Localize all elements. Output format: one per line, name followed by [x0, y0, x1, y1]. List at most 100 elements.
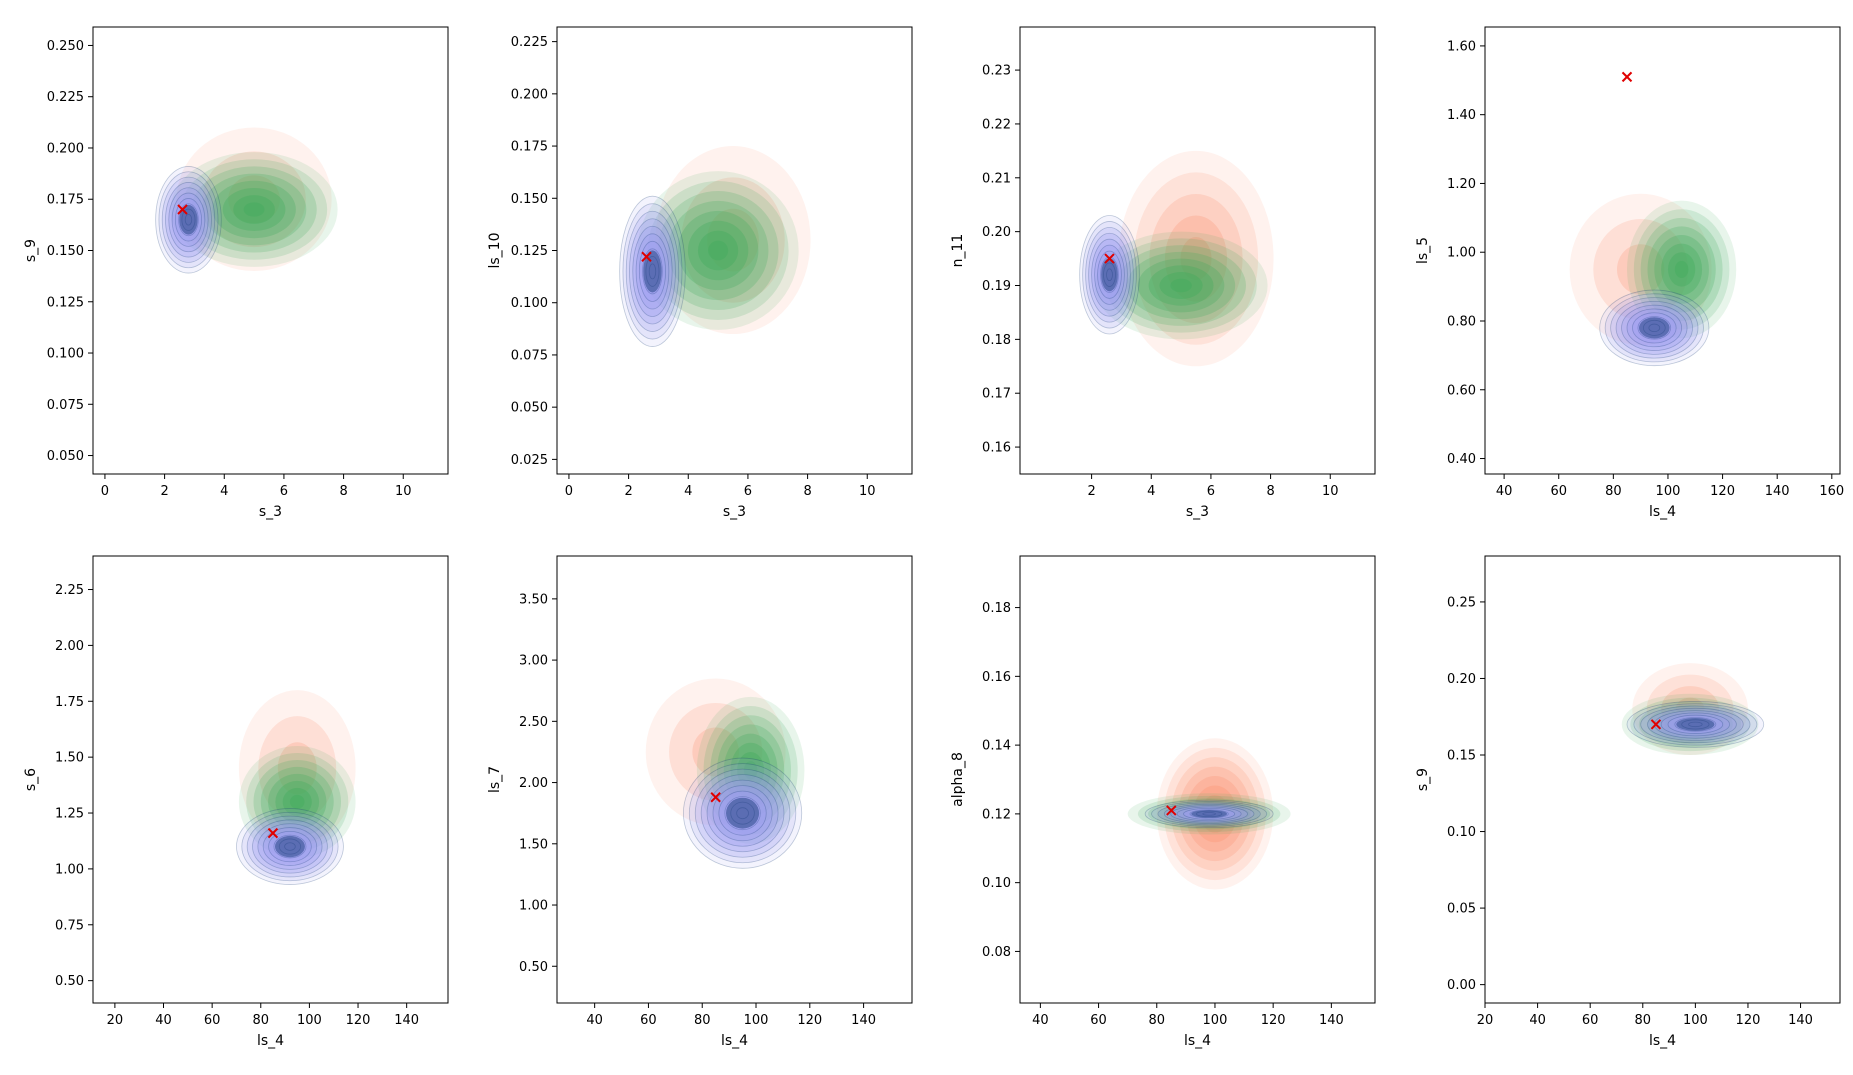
density-contour-level — [703, 706, 798, 835]
density-contour-level — [669, 702, 763, 801]
x-tick-label: 120 — [346, 1013, 371, 1028]
y-tick-label: 0.14 — [982, 739, 1011, 754]
density-series-1 — [1632, 663, 1748, 756]
y-axis-label: s_9 — [1415, 768, 1431, 791]
y-tick-label: 2.00 — [519, 776, 548, 791]
density-layer — [645, 678, 805, 869]
density-contour-level — [647, 181, 789, 320]
x-tick-label: 140 — [851, 1013, 876, 1028]
density-series-3 — [236, 808, 344, 885]
density-contour-level — [1688, 721, 1703, 728]
density-contour-level — [687, 220, 749, 281]
y-tick-label: 1.00 — [1447, 246, 1476, 261]
density-contour-level — [696, 696, 805, 844]
density-contour-level — [284, 842, 296, 851]
density-series-1 — [176, 127, 332, 272]
density-contour-level — [289, 794, 305, 809]
subplot-5: 20 40 60 80 100 120 140 0.50 0.75 1.00 1.25 1.50 1.7… — [23, 555, 449, 1049]
x-tick-label: 0 — [101, 484, 109, 499]
y-tick-label: 0.175 — [511, 140, 548, 155]
x-tick-label: 10 — [859, 484, 876, 499]
density-contour-level — [176, 127, 332, 272]
density-contour-level — [723, 733, 778, 808]
x-tick-label: 100 — [297, 1013, 322, 1028]
density-layer — [1079, 150, 1274, 367]
density-contour-level — [1593, 218, 1688, 320]
density-series-2 — [696, 696, 805, 844]
density-peak — [1101, 258, 1118, 292]
x-tick-label: 40 — [586, 1013, 603, 1028]
y-tick-label: 0.21 — [982, 171, 1011, 186]
density-contour-level — [1137, 258, 1225, 313]
x-axis-label: s_3 — [259, 504, 282, 520]
reference-marker — [1650, 719, 1662, 730]
y-tick-label: 0.025 — [511, 453, 548, 468]
x-tick-label: 4 — [220, 484, 228, 499]
x-tick-label: 4 — [684, 484, 692, 499]
x-axis-label: ls_4 — [721, 1033, 748, 1049]
y-tick-label: 0.10 — [1447, 825, 1476, 840]
y-tick-label: 0.18 — [982, 601, 1011, 616]
y-tick-label: 0.075 — [511, 348, 548, 363]
x-tick-label: 80 — [1605, 484, 1622, 499]
density-contour-level — [645, 678, 786, 826]
density-peak — [1639, 317, 1670, 339]
x-axis-label: ls_4 — [1649, 1033, 1676, 1049]
y-tick-label: 1.75 — [55, 695, 84, 710]
y-tick-label: 0.100 — [47, 347, 84, 362]
density-contour-level — [1674, 260, 1689, 279]
density-contour-level — [667, 200, 769, 301]
y-tick-label: 1.50 — [55, 751, 84, 766]
density-contour-level — [1633, 209, 1730, 330]
axes-frame — [92, 555, 449, 1004]
density-series-1 — [238, 690, 356, 847]
density-contour-level — [253, 759, 342, 844]
x-tick-label: 2 — [1087, 484, 1095, 499]
density-contour-level — [637, 171, 799, 330]
density-contour-level — [1133, 172, 1259, 345]
density-layer — [1621, 663, 1765, 756]
x-tick-label: 120 — [797, 1013, 822, 1028]
y-tick-label: 0.150 — [47, 244, 84, 259]
x-tick-label: 2 — [160, 484, 168, 499]
density-contour-level — [1105, 238, 1257, 333]
y-tick-label: 0.23 — [982, 64, 1011, 79]
x-tick-label: 100 — [1203, 1013, 1228, 1028]
density-peak — [726, 797, 760, 829]
x-axis-label: ls_4 — [1649, 504, 1676, 520]
density-contour-level — [657, 190, 779, 311]
x-tick-label: 100 — [1656, 484, 1681, 499]
x-tick-label: 60 — [1550, 484, 1567, 499]
reference-marker — [177, 204, 188, 215]
density-contour-level — [1148, 265, 1214, 306]
subplot-3: 2 4 6 8 10 0.16 0.17 0.18 0.19 0.20 0.21 0.22 0.23 s_… — [950, 26, 1376, 520]
x-tick-label: 120 — [1710, 484, 1735, 499]
axes-frame — [556, 555, 913, 1004]
reference-marker — [267, 827, 279, 839]
y-tick-label: 0.050 — [511, 401, 548, 416]
density-contour-level — [1164, 215, 1228, 302]
density-contour-level — [692, 727, 739, 777]
axes-frame — [1019, 26, 1376, 475]
y-tick-label: 0.50 — [55, 974, 84, 989]
x-tick-label: 8 — [803, 484, 811, 499]
density-series-3 — [1599, 289, 1710, 367]
density-contour-level — [212, 180, 296, 239]
y-tick-label: 0.17 — [982, 387, 1011, 402]
x-tick-label: 10 — [1322, 484, 1339, 499]
density-layer — [619, 146, 811, 347]
x-axis-label: s_3 — [723, 504, 746, 520]
x-tick-label: 8 — [339, 484, 347, 499]
y-tick-label: 0.00 — [1447, 978, 1476, 993]
density-contour-level — [1675, 697, 1705, 721]
y-tick-label: 0.05 — [1447, 902, 1476, 917]
x-axis-label: s_3 — [1186, 504, 1209, 520]
axes-frame — [1484, 555, 1841, 1004]
x-tick-label: 80 — [253, 1013, 270, 1028]
density-contour-level — [1667, 252, 1696, 287]
density-contour-level — [710, 715, 791, 826]
y-axis-label: s_6 — [23, 768, 39, 791]
y-tick-label: 0.19 — [982, 279, 1011, 294]
density-contour-level — [1180, 237, 1212, 281]
density-contour-level — [201, 173, 307, 246]
